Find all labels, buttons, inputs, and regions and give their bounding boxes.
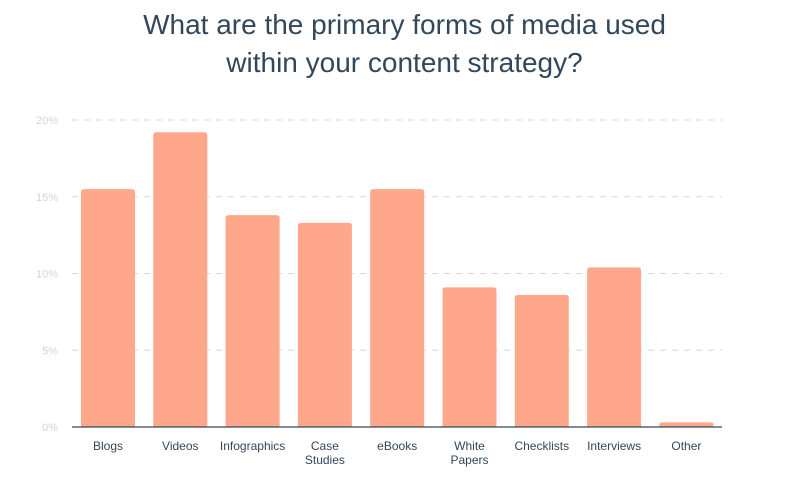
bar-ebooks	[370, 189, 425, 427]
bar-interviews	[587, 267, 642, 427]
y-tick-label: 5%	[42, 345, 58, 357]
chart-title-line-1: What are the primary forms of media used	[143, 9, 666, 40]
x-tick-label: Interviews	[587, 439, 641, 453]
bar-blogs	[81, 189, 135, 427]
x-tick-label: White Papers	[450, 439, 488, 467]
bar-checklists	[514, 294, 569, 427]
bar-videos	[153, 132, 208, 427]
bar-infographics	[225, 215, 280, 427]
x-tick-label: Case Studies	[305, 439, 345, 467]
bar-case-studies	[297, 222, 352, 427]
bar-other	[659, 422, 714, 427]
chart-title-line-2: within your content strategy?	[226, 47, 583, 78]
bar-white-papers	[442, 287, 497, 427]
y-tick-label: 20%	[36, 115, 58, 127]
x-tick-label: Infographics	[220, 439, 285, 453]
x-tick-label: eBooks	[377, 439, 417, 453]
x-tick-label: Other	[671, 439, 701, 453]
x-tick-label: Videos	[162, 439, 198, 453]
x-tick-label: Blogs	[93, 439, 123, 453]
chart-title: What are the primary forms of media used…	[0, 6, 809, 82]
x-tick-label: Checklists	[514, 439, 569, 453]
y-tick-label: 10%	[36, 269, 58, 281]
y-tick-label: 15%	[36, 192, 58, 204]
y-tick-label: 0%	[42, 422, 58, 434]
